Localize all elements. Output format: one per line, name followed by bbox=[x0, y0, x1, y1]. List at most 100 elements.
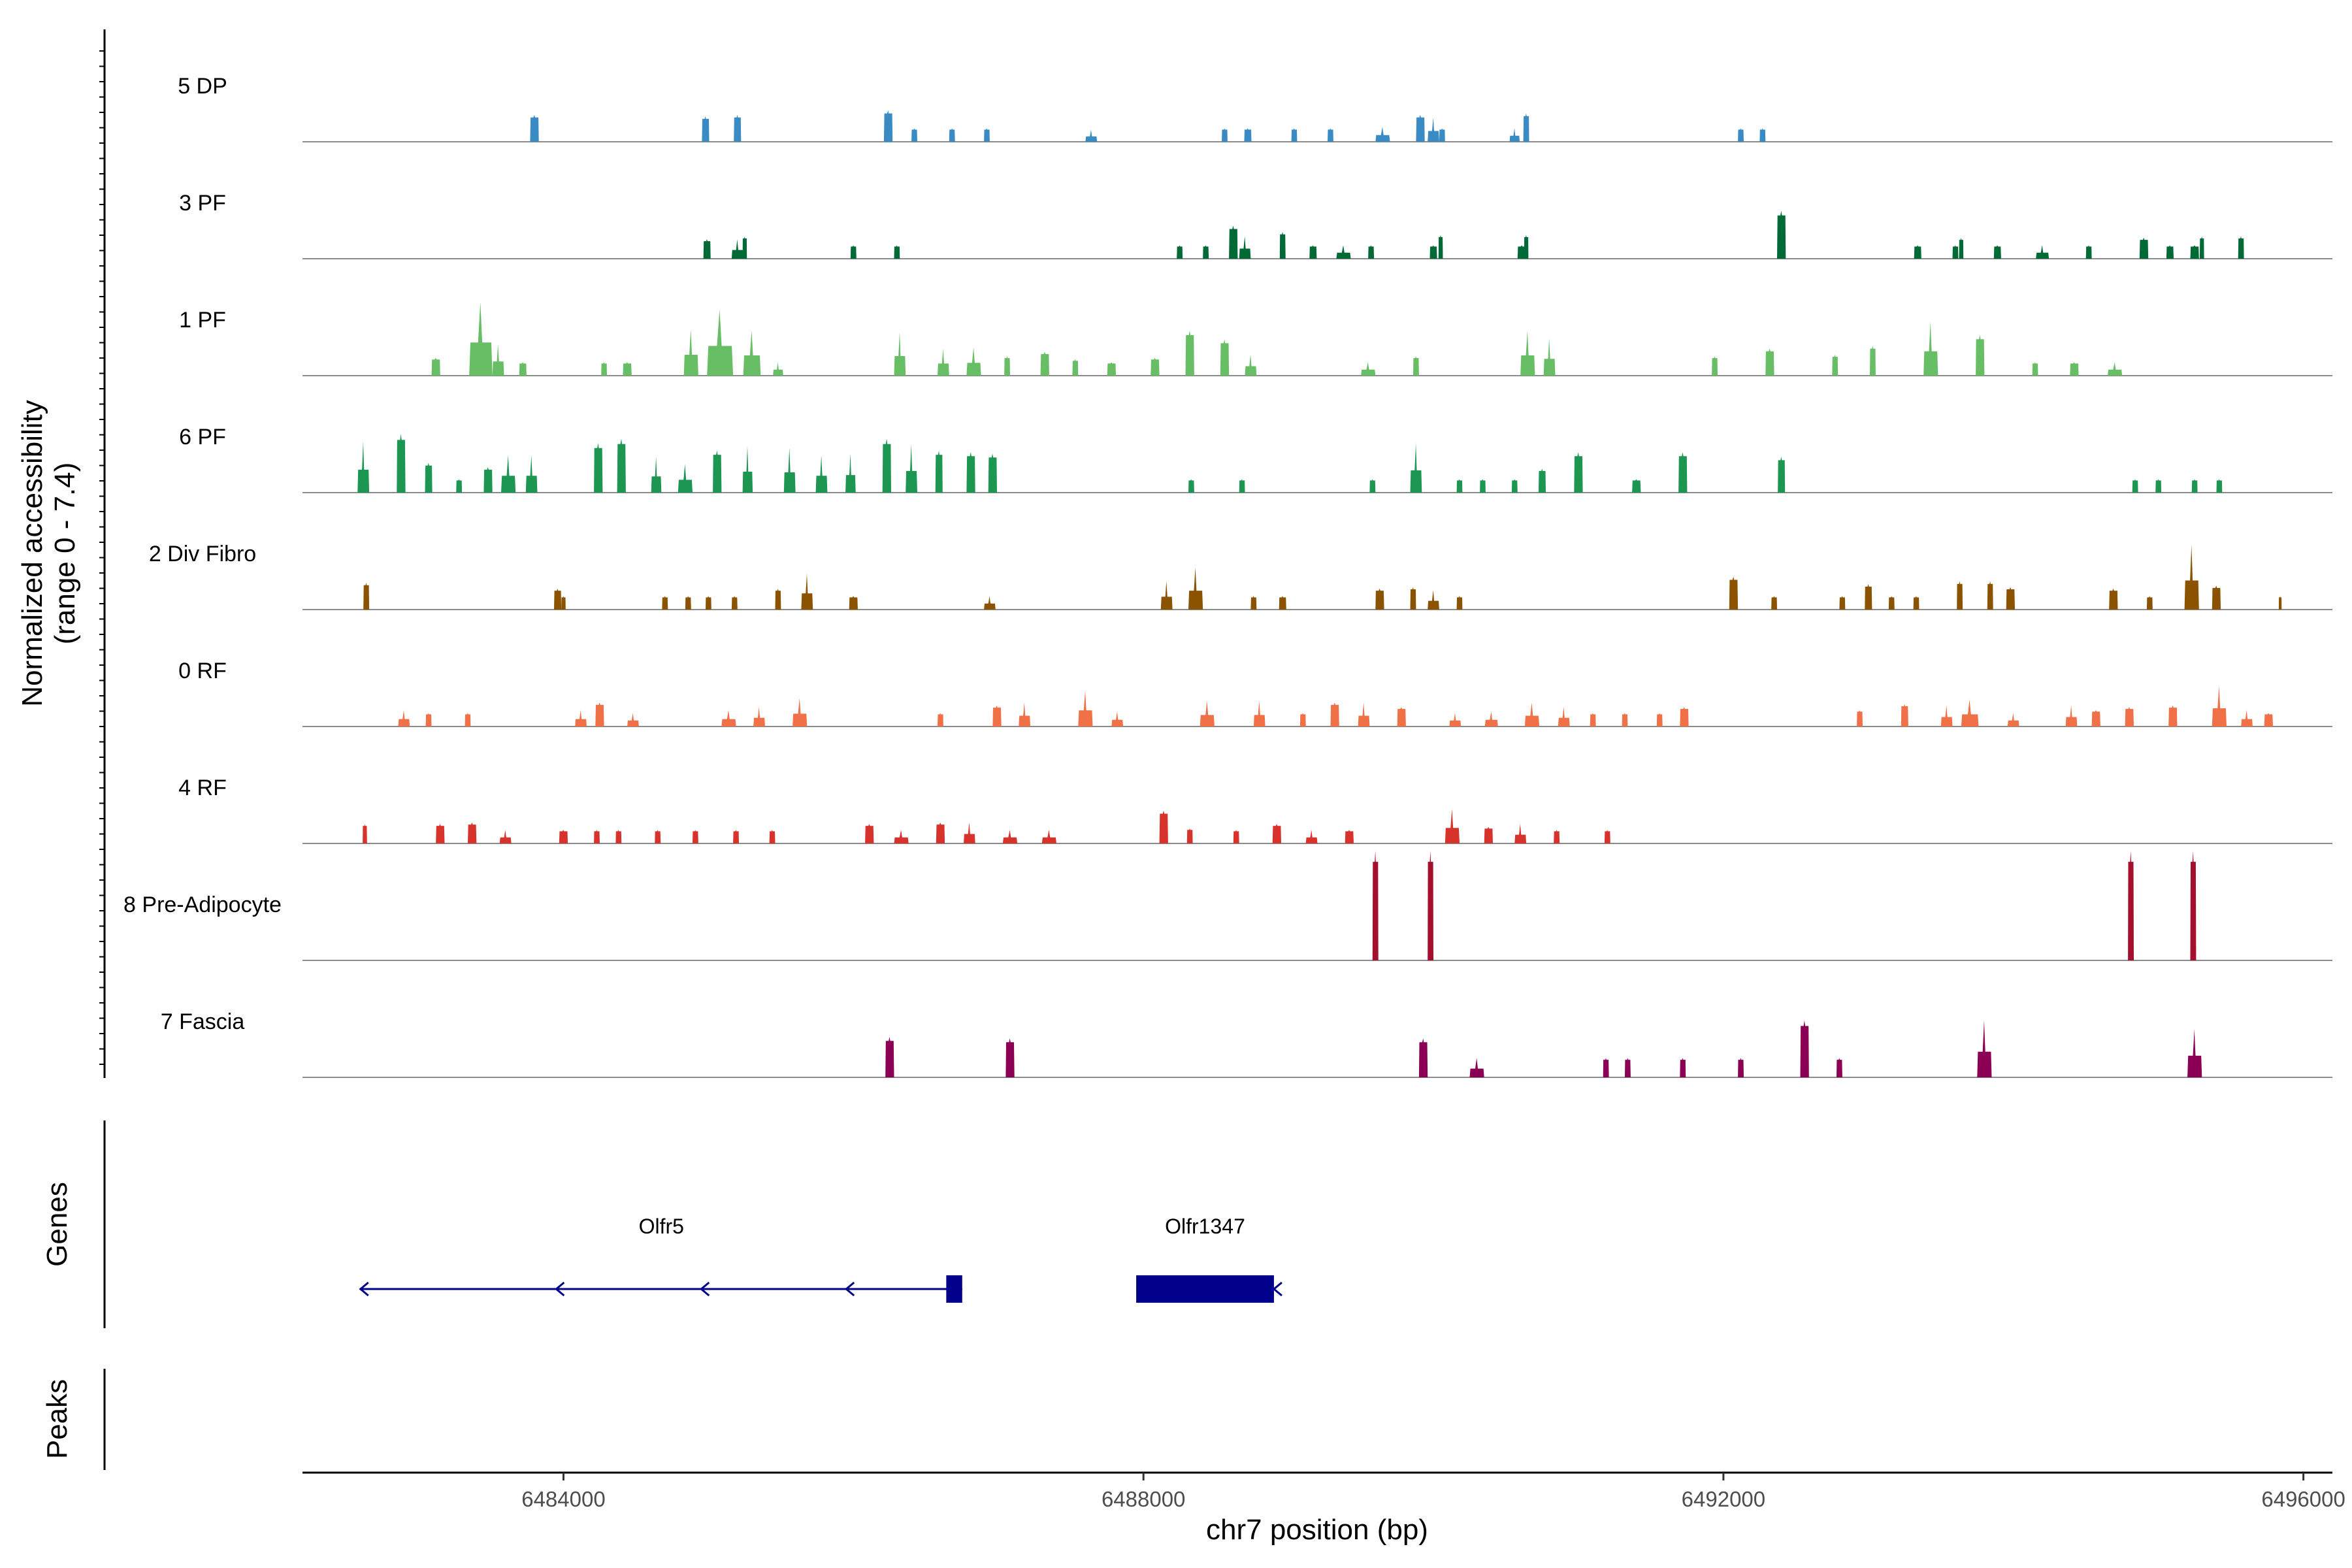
coverage-peak bbox=[1413, 356, 1419, 376]
coverage-peak bbox=[1239, 236, 1251, 259]
x-axis-title: chr7 position (bp) bbox=[1206, 1514, 1428, 1546]
coverage-peak bbox=[1005, 1038, 1015, 1077]
coverage-peak bbox=[1839, 596, 1846, 610]
coverage-peak bbox=[721, 710, 736, 727]
track-label: 7 Fascia bbox=[161, 1009, 245, 1034]
coverage-peak bbox=[431, 357, 440, 376]
coverage-peak bbox=[849, 596, 858, 610]
coverage-peak bbox=[2216, 479, 2223, 493]
coverage-peak bbox=[2168, 705, 2178, 727]
coverage-peak bbox=[2007, 713, 2019, 727]
coverage-peak bbox=[575, 710, 587, 727]
coverage-peak bbox=[1590, 713, 1596, 727]
coverage-peak bbox=[731, 596, 738, 610]
coverage-peak bbox=[1107, 362, 1116, 376]
coverage-peak bbox=[733, 830, 739, 843]
coverage-peak bbox=[865, 824, 874, 843]
coverage-peak bbox=[1279, 596, 1286, 610]
coverage-peak bbox=[469, 302, 493, 376]
coverage-peak bbox=[2212, 585, 2221, 610]
coverage-peak bbox=[2278, 596, 2282, 610]
coverage-peak bbox=[1574, 452, 1583, 493]
coverage-peak bbox=[742, 236, 747, 259]
coverage-peak bbox=[988, 453, 997, 493]
coverage-peak bbox=[2166, 245, 2174, 259]
coverage-peak bbox=[1940, 705, 1953, 727]
coverage-peak bbox=[499, 830, 512, 843]
gene-exon bbox=[1136, 1275, 1274, 1303]
coverage-peak bbox=[1428, 590, 1439, 610]
coverage-peak bbox=[2091, 710, 2100, 727]
coverage-peak bbox=[2241, 710, 2253, 727]
coverage-peak bbox=[1345, 830, 1354, 843]
coverage-peak bbox=[1977, 1020, 1992, 1077]
coverage-peak bbox=[1484, 826, 1493, 843]
coverage-peak bbox=[1151, 357, 1160, 376]
coverage-peak bbox=[651, 456, 662, 493]
coverage-peak bbox=[1220, 339, 1230, 376]
track-label: 3 PF bbox=[179, 191, 226, 216]
x-tick-label: 6496000 bbox=[2261, 1487, 2345, 1511]
coverage-peak bbox=[2190, 851, 2197, 960]
coverage-peak bbox=[2006, 587, 2015, 610]
coverage-peak bbox=[1865, 583, 1872, 610]
coverage-peak bbox=[2190, 245, 2199, 259]
coverage-peak bbox=[1368, 245, 1375, 259]
gene-annotations: Olfr5 Olfr1347 bbox=[359, 1215, 1282, 1303]
coverage-peak bbox=[1632, 479, 1641, 493]
y-axis-title-line1: Normalized accessibility bbox=[16, 400, 48, 706]
track-label: 0 RF bbox=[178, 659, 227, 683]
coverage-peak bbox=[662, 596, 668, 610]
coverage-peak bbox=[742, 446, 753, 493]
coverage-peak bbox=[357, 441, 370, 493]
coverage-peak bbox=[530, 114, 539, 142]
coverage-peak bbox=[1857, 710, 1863, 727]
coverage-peak bbox=[1305, 830, 1318, 843]
coverage-peak bbox=[2065, 705, 2078, 727]
coverage-peak bbox=[501, 455, 516, 493]
coverage-peak bbox=[707, 309, 734, 376]
coverage-peak bbox=[1428, 851, 1433, 960]
coverage-peak bbox=[1914, 245, 1921, 259]
coverage-peak bbox=[792, 698, 808, 727]
coverage-peak bbox=[1777, 210, 1786, 259]
coverage-peak bbox=[1188, 567, 1203, 610]
coverage-peak bbox=[2146, 596, 2153, 610]
coverage-peak bbox=[1976, 335, 1985, 376]
coverage-peak bbox=[1738, 1058, 1744, 1077]
coverage-peak bbox=[1538, 468, 1546, 493]
coverage-peak bbox=[1524, 235, 1529, 259]
track-label: 5 DP bbox=[178, 74, 227, 99]
coverage-peak bbox=[1159, 810, 1168, 843]
coverage-peak bbox=[743, 331, 761, 376]
peaks-panel-title: Peaks bbox=[41, 1379, 73, 1459]
coverage-peak bbox=[1428, 118, 1439, 142]
coverage-peak bbox=[2108, 362, 2123, 376]
coverage-peak bbox=[2184, 545, 2199, 610]
track-label: 1 PF bbox=[179, 308, 226, 333]
coverage-peak bbox=[2032, 362, 2038, 376]
coverage-peak bbox=[492, 344, 504, 376]
coverage-peak bbox=[1233, 830, 1239, 843]
coverage-peak bbox=[966, 452, 975, 493]
coverage-peak bbox=[1469, 1058, 1484, 1077]
coverage-peak bbox=[1250, 596, 1257, 610]
coverage-peak bbox=[984, 128, 990, 142]
coverage-peak bbox=[1041, 830, 1056, 843]
coverage-peak bbox=[753, 707, 765, 727]
coverage-peak bbox=[363, 824, 367, 843]
coverage-peak bbox=[398, 710, 410, 727]
coverage-peak bbox=[1888, 596, 1895, 610]
coverage-peak bbox=[1177, 245, 1183, 259]
coverage-peak bbox=[2085, 245, 2092, 259]
coverage-peak bbox=[1603, 1058, 1609, 1077]
gene-exon bbox=[946, 1275, 962, 1303]
coverage-peak bbox=[1484, 711, 1498, 727]
coverage-peak bbox=[1299, 713, 1306, 727]
coverage-peak bbox=[425, 463, 433, 493]
coverage-peak bbox=[2125, 707, 2134, 727]
coverage-peak bbox=[601, 362, 607, 376]
x-axis-ticks: 6484000 6488000 6492000 6496000 bbox=[521, 1473, 2345, 1511]
coverage-peak bbox=[1959, 237, 1964, 259]
coverage-peak bbox=[595, 702, 604, 727]
